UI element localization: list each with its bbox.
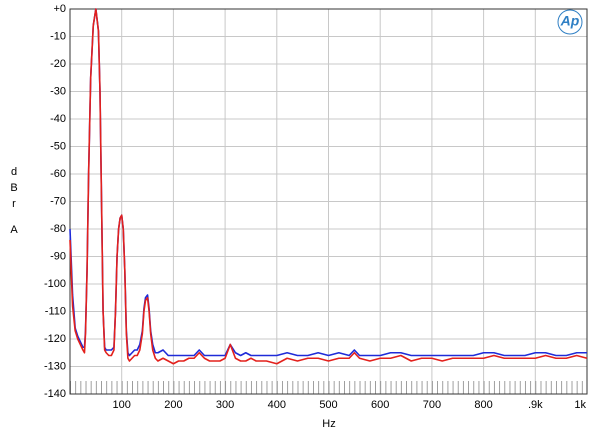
y-tick-label: -120 bbox=[44, 333, 66, 345]
x-tick-label: 600 bbox=[371, 399, 389, 411]
y-tick-label: -10 bbox=[50, 30, 66, 42]
x-tick-label: 100 bbox=[113, 399, 131, 411]
x-tick-label: 1k bbox=[574, 399, 586, 411]
y-tick-label: -50 bbox=[50, 140, 66, 152]
y-tick-label: -20 bbox=[50, 58, 66, 70]
x-tick-label: 200 bbox=[164, 399, 182, 411]
y-tick-label: -130 bbox=[44, 360, 66, 372]
y-tick-label: -40 bbox=[50, 113, 66, 125]
x-tick-label: .9k bbox=[528, 399, 543, 411]
plot-border bbox=[69, 8, 588, 395]
y-tick-label: +0 bbox=[53, 3, 66, 15]
y-tick-label: -110 bbox=[45, 305, 66, 317]
minor-ticks bbox=[70, 381, 587, 394]
y-tick-label: -100 bbox=[44, 278, 66, 290]
y-tick-label: -90 bbox=[50, 250, 66, 262]
y-axis-unit: A bbox=[10, 224, 18, 236]
data-line bbox=[69, 8, 588, 365]
y-tick-label: -60 bbox=[50, 168, 66, 180]
y-axis-label: dBr bbox=[10, 166, 18, 210]
logo: Ap bbox=[560, 13, 580, 29]
logo-ring bbox=[557, 9, 583, 35]
x-tick-label: 400 bbox=[268, 399, 286, 411]
x-tick-label: 300 bbox=[216, 399, 234, 411]
y-tick-label: -30 bbox=[50, 85, 66, 97]
x-tick-label: 800 bbox=[474, 399, 492, 411]
x-tick-label: 500 bbox=[319, 399, 337, 411]
y-tick-label: -80 bbox=[50, 223, 66, 235]
y-tick-label: -140 bbox=[44, 388, 66, 400]
x-tick-label: 700 bbox=[423, 399, 441, 411]
y-tick-label: -70 bbox=[50, 195, 66, 207]
x-axis-label: Hz bbox=[322, 418, 335, 430]
